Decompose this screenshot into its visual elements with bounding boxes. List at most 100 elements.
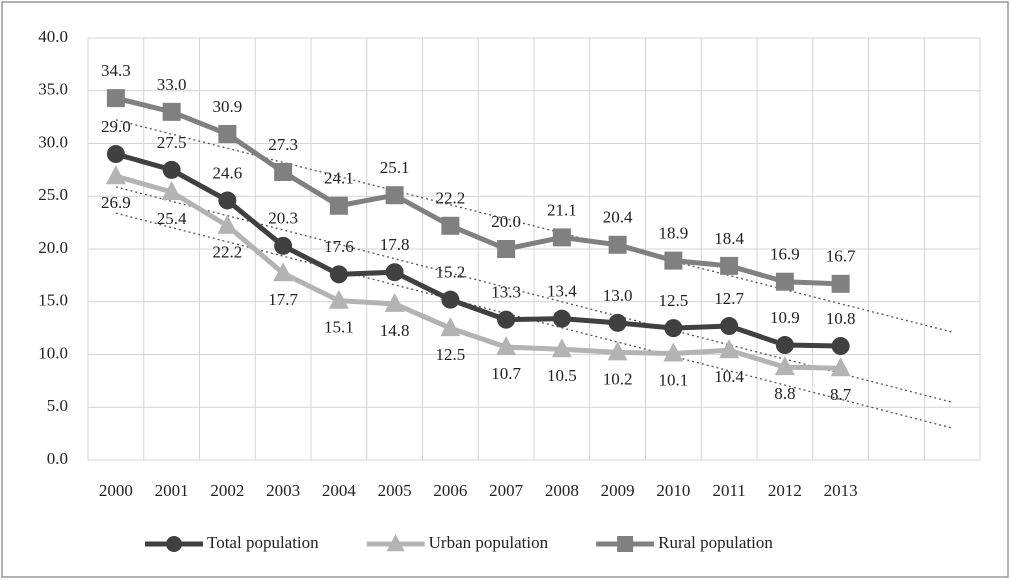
marker [664, 319, 683, 338]
y-tick-label: 15.0 [38, 291, 68, 310]
x-tick-label: 2007 [489, 481, 524, 500]
data-label: 16.9 [770, 245, 800, 264]
marker [608, 313, 627, 332]
marker [774, 356, 795, 376]
marker [617, 536, 634, 552]
marker [105, 165, 126, 185]
data-label: 12.5 [659, 291, 689, 310]
x-tick-label: 2006 [433, 481, 467, 500]
x-tick-label: 2005 [378, 481, 412, 500]
data-label: 14.8 [380, 321, 410, 340]
data-label: 21.1 [547, 200, 577, 219]
marker [106, 89, 125, 108]
x-tick-label: 2010 [656, 481, 690, 500]
series-line [115, 95, 841, 287]
marker [328, 289, 349, 309]
marker [385, 263, 404, 282]
y-tick-label: 5.0 [47, 396, 68, 415]
marker [831, 274, 850, 293]
x-tick-label: 2002 [210, 481, 244, 500]
data-label: 13.4 [547, 282, 577, 301]
marker [551, 338, 572, 358]
x-tick-label: 2004 [322, 481, 357, 500]
data-label: 20.0 [491, 212, 521, 231]
marker [496, 336, 517, 356]
data-label: 26.9 [101, 193, 131, 212]
marker [166, 536, 182, 552]
data-label: 18.4 [714, 229, 744, 248]
marker [162, 102, 181, 121]
legend-label: Rural population [658, 533, 773, 552]
marker [329, 265, 348, 284]
marker [607, 341, 628, 361]
y-tick-label: 0.0 [47, 449, 68, 468]
marker [830, 357, 851, 377]
x-tick-label: 2009 [601, 481, 635, 500]
data-label: 17.8 [380, 235, 410, 254]
marker [217, 214, 238, 234]
marker [831, 337, 850, 356]
data-label: 12.5 [436, 345, 466, 364]
x-tick-label: 2008 [545, 481, 579, 500]
marker [441, 216, 460, 235]
marker [273, 262, 294, 282]
data-label: 13.0 [603, 286, 633, 305]
marker [274, 236, 293, 255]
y-tick-label: 25.0 [38, 185, 68, 204]
data-label: 16.7 [826, 247, 856, 266]
trend-line [115, 186, 953, 403]
x-tick-label: 2013 [824, 481, 858, 500]
data-label: 30.9 [213, 97, 243, 116]
x-tick-label: 2003 [266, 481, 300, 500]
data-label: 15.2 [436, 263, 466, 282]
legend: Total population Urban population Rural po… [145, 533, 773, 552]
marker [218, 125, 237, 144]
data-label: 27.3 [268, 135, 298, 154]
data-label: 34.3 [101, 61, 131, 80]
data-label: 25.4 [157, 209, 187, 228]
marker [664, 251, 683, 270]
legend-label: Urban population [429, 533, 549, 552]
data-label: 10.2 [603, 369, 633, 388]
x-tick-label: 2001 [155, 481, 189, 500]
data-label: 13.3 [491, 283, 521, 302]
grid: 0.0 5.0 10.0 15.0 20.0 25.0 30.0 35.0 40.0 2000 20… [38, 27, 981, 500]
data-label: 8.7 [830, 385, 852, 404]
marker [497, 240, 516, 258]
legend-label: Total population [207, 533, 319, 552]
x-tick-label: 2011 [712, 481, 745, 500]
marker [497, 310, 516, 329]
y-tick-label: 30.0 [38, 132, 68, 151]
marker [552, 228, 571, 247]
marks: 29.0 27.5 24.6 20.3 17.6 17.8 15.2 13.3 13.4 13.0… [101, 61, 953, 429]
x-tick-label: 2012 [768, 481, 802, 500]
data-label: 10.5 [547, 366, 577, 385]
marker [386, 534, 405, 552]
data-label: 10.4 [714, 367, 744, 386]
marker [720, 317, 739, 336]
data-label: 29.0 [101, 117, 131, 136]
marker [608, 235, 627, 254]
marker [440, 317, 461, 337]
data-label: 27.5 [157, 133, 187, 152]
x-tick-label: 2000 [99, 481, 133, 500]
data-label: 17.6 [324, 237, 354, 256]
marker [274, 162, 293, 181]
data-label: 12.7 [714, 289, 744, 308]
series-line [115, 151, 841, 349]
marker [720, 256, 739, 275]
data-label: 33.0 [157, 75, 187, 94]
marker [441, 290, 460, 309]
data-label: 10.8 [826, 309, 856, 328]
data-label: 17.7 [268, 290, 298, 309]
data-label: 22.2 [213, 243, 243, 262]
data-label: 25.1 [380, 158, 410, 177]
data-label: 8.8 [774, 384, 795, 403]
marker [161, 181, 182, 201]
data-label: 15.1 [324, 318, 354, 337]
marker [552, 309, 571, 328]
marker [384, 292, 405, 312]
marker [663, 342, 684, 362]
y-tick-label: 10.0 [38, 343, 68, 362]
